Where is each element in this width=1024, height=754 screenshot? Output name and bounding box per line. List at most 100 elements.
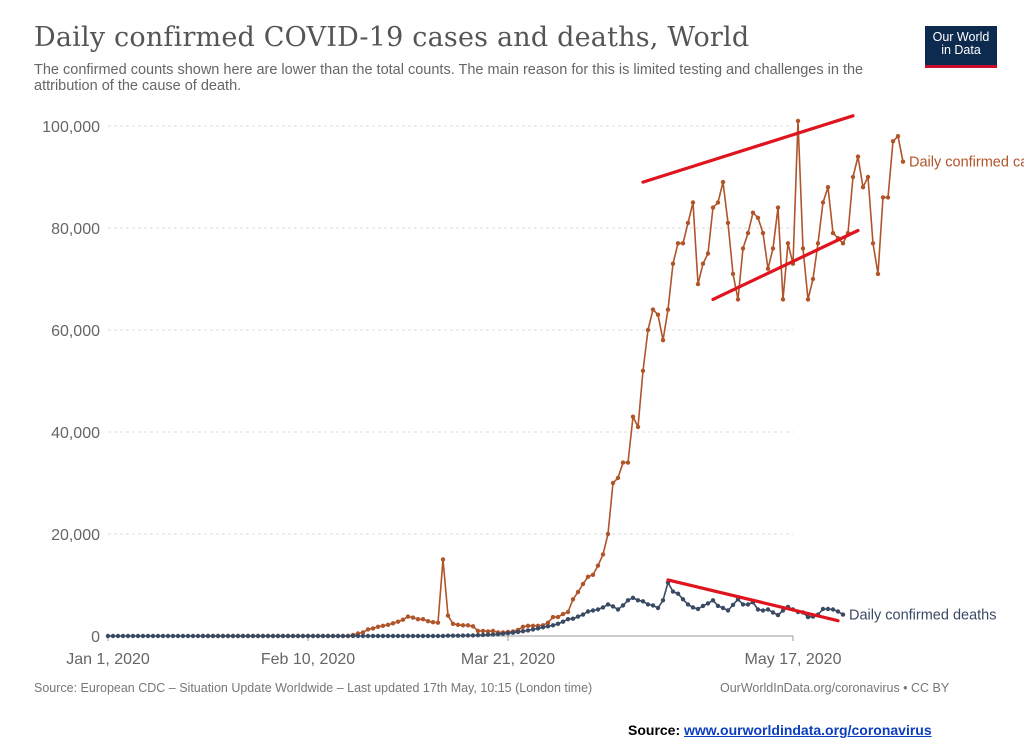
deaths-point[interactable] <box>530 627 536 632</box>
deaths-point[interactable] <box>285 633 291 639</box>
cases-point[interactable] <box>530 623 536 628</box>
cases-point[interactable] <box>545 620 551 625</box>
cases-point[interactable] <box>875 271 881 277</box>
cases-point[interactable] <box>800 246 806 251</box>
deaths-point[interactable] <box>255 633 261 639</box>
deaths-point[interactable] <box>715 603 721 609</box>
deaths-point[interactable] <box>325 633 331 639</box>
cases-point[interactable] <box>865 174 871 180</box>
cases-point[interactable] <box>690 200 696 205</box>
deaths-point[interactable] <box>175 633 181 639</box>
deaths-point[interactable] <box>245 633 251 639</box>
deaths-series-label[interactable]: Daily confirmed deaths <box>849 608 997 624</box>
deaths-point[interactable] <box>145 633 151 639</box>
cases-point[interactable] <box>605 531 611 537</box>
cases-point[interactable] <box>650 307 656 312</box>
cases-point[interactable] <box>485 629 491 634</box>
cases-point[interactable] <box>470 624 476 629</box>
deaths-point[interactable] <box>375 633 381 639</box>
deaths-point[interactable] <box>340 633 346 639</box>
cases-point[interactable] <box>885 195 891 200</box>
cases-point[interactable] <box>770 246 776 251</box>
deaths-point[interactable] <box>420 633 426 639</box>
deaths-point[interactable] <box>830 607 836 612</box>
deaths-point[interactable] <box>770 610 776 615</box>
deaths-point[interactable] <box>130 633 136 639</box>
deaths-point[interactable] <box>395 633 401 639</box>
deaths-point[interactable] <box>500 631 506 636</box>
deaths-point[interactable] <box>355 633 361 639</box>
deaths-point[interactable] <box>740 602 746 607</box>
cases-point[interactable] <box>580 581 586 587</box>
cases-point[interactable] <box>700 261 706 266</box>
cases-point[interactable] <box>525 623 531 628</box>
cases-point[interactable] <box>550 614 556 620</box>
cases-point[interactable] <box>765 266 771 271</box>
deaths-point[interactable] <box>580 612 586 617</box>
deaths-point[interactable] <box>470 633 476 638</box>
deaths-point[interactable] <box>675 591 681 596</box>
cases-point[interactable] <box>825 185 831 190</box>
deaths-point[interactable] <box>655 605 661 611</box>
deaths-point[interactable] <box>640 599 646 604</box>
cases-point[interactable] <box>390 621 396 626</box>
deaths-point[interactable] <box>240 633 246 639</box>
cases-point[interactable] <box>670 261 676 266</box>
cases-point[interactable] <box>680 241 686 246</box>
deaths-point[interactable] <box>455 633 461 638</box>
cases-point[interactable] <box>625 460 631 465</box>
cases-point[interactable] <box>630 414 636 419</box>
cases-point[interactable] <box>815 241 821 246</box>
deaths-point[interactable] <box>335 633 341 639</box>
cases-point[interactable] <box>590 572 596 577</box>
deaths-point[interactable] <box>495 632 501 637</box>
cases-point[interactable] <box>420 617 426 622</box>
cases-point[interactable] <box>435 620 441 625</box>
deaths-point[interactable] <box>235 633 241 639</box>
deaths-point[interactable] <box>540 625 546 630</box>
deaths-point[interactable] <box>615 607 621 612</box>
cases-point[interactable] <box>375 624 381 629</box>
cases-point[interactable] <box>410 615 416 620</box>
deaths-point[interactable] <box>520 629 526 634</box>
cases-point[interactable] <box>840 241 846 246</box>
deaths-point[interactable] <box>590 608 596 613</box>
deaths-point[interactable] <box>775 612 781 618</box>
cases-point[interactable] <box>785 241 791 246</box>
deaths-point[interactable] <box>220 633 226 639</box>
cases-point[interactable] <box>850 174 856 180</box>
deaths-point[interactable] <box>165 633 171 639</box>
deaths-point[interactable] <box>155 633 161 639</box>
deaths-point[interactable] <box>525 628 531 633</box>
deaths-point[interactable] <box>320 633 326 639</box>
deaths-point[interactable] <box>545 624 551 629</box>
cases-point[interactable] <box>570 597 576 602</box>
deaths-point[interactable] <box>595 607 601 612</box>
cases-point[interactable] <box>370 626 376 631</box>
cases-point[interactable] <box>755 215 761 220</box>
cases-point[interactable] <box>465 623 471 628</box>
deaths-point[interactable] <box>150 633 156 639</box>
deaths-point[interactable] <box>535 626 541 631</box>
license-link[interactable]: OurWorldInData.org/coronavirus • CC BY <box>720 681 950 695</box>
deaths-point[interactable] <box>465 633 471 638</box>
cases-point[interactable] <box>520 624 526 629</box>
deaths-point[interactable] <box>645 602 651 607</box>
cases-point[interactable] <box>595 563 601 568</box>
deaths-point[interactable] <box>250 633 256 639</box>
cases-point[interactable] <box>855 154 861 159</box>
deaths-point[interactable] <box>575 614 581 619</box>
deaths-point[interactable] <box>705 601 711 606</box>
deaths-point[interactable] <box>430 633 436 639</box>
deaths-point[interactable] <box>745 602 751 607</box>
cases-point[interactable] <box>490 628 496 634</box>
cases-point[interactable] <box>695 281 701 287</box>
cases-point[interactable] <box>725 220 731 226</box>
deaths-point[interactable] <box>585 609 591 614</box>
cases-point[interactable] <box>805 297 811 302</box>
deaths-point[interactable] <box>710 598 716 603</box>
deaths-point[interactable] <box>205 633 211 639</box>
cases-point[interactable] <box>450 621 456 626</box>
deaths-point[interactable] <box>690 605 696 610</box>
cases-point[interactable] <box>720 179 726 185</box>
